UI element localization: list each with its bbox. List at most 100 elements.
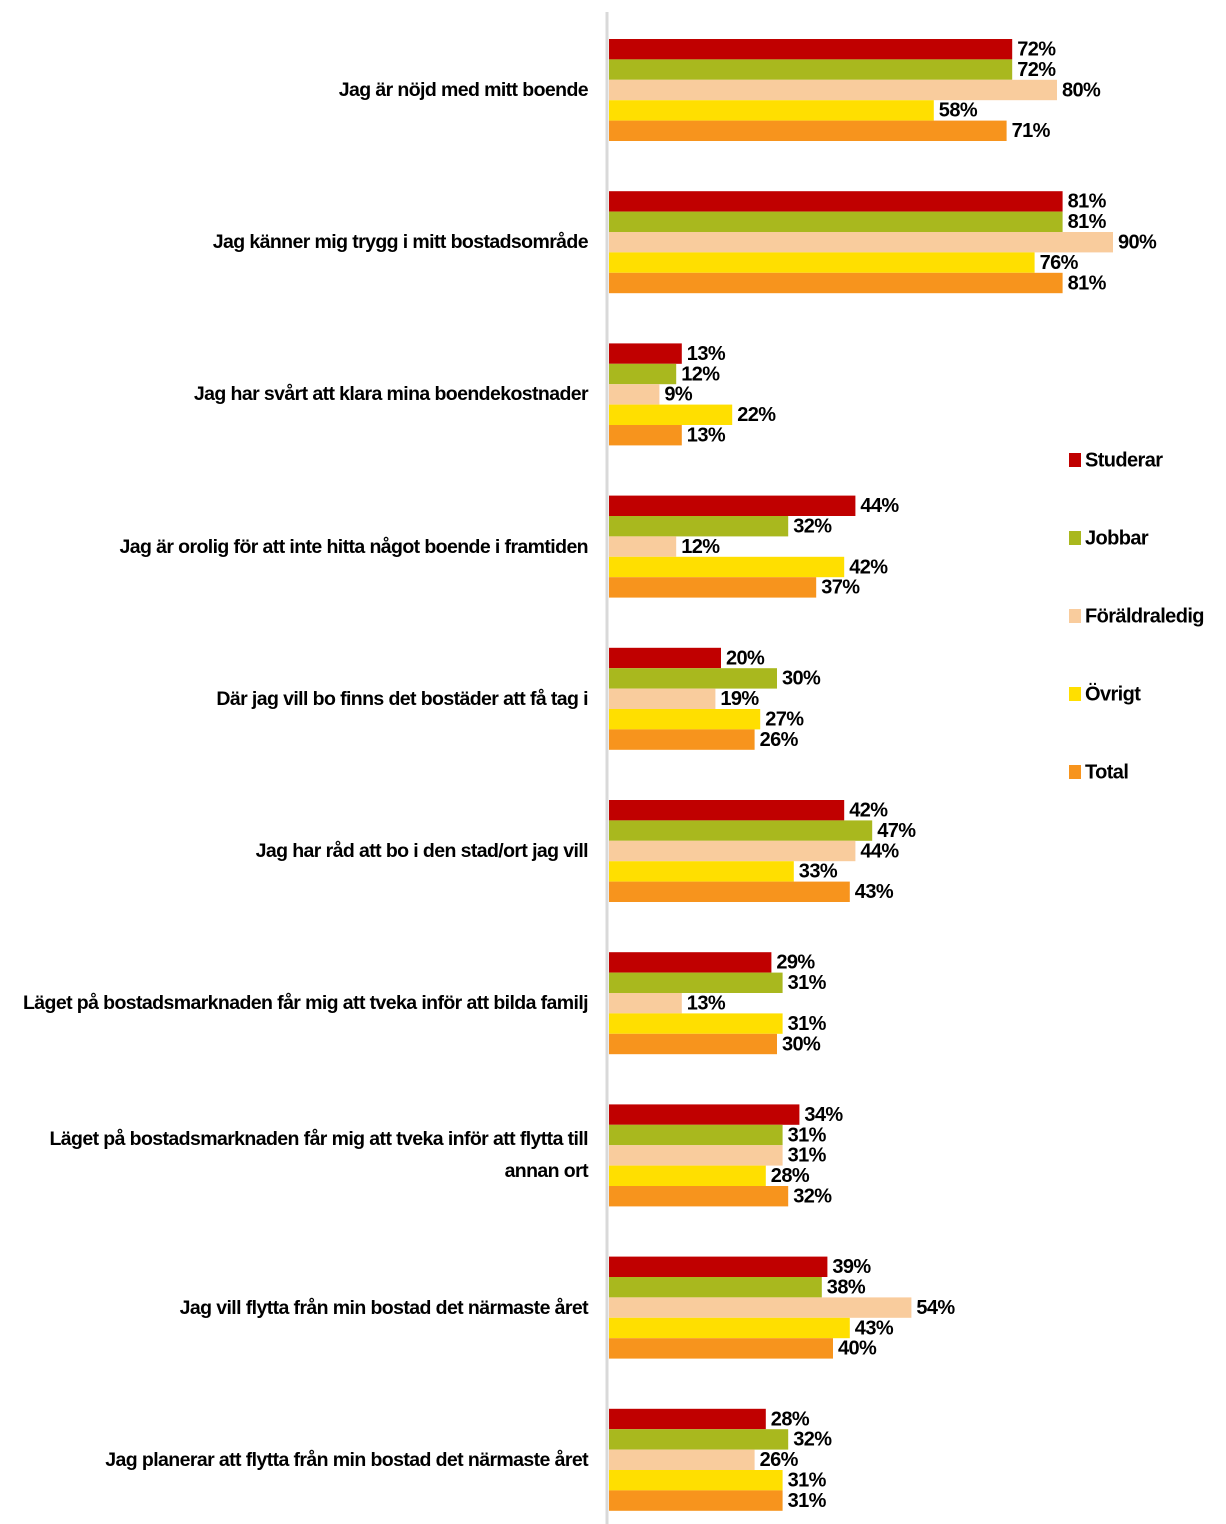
value-label: 58% <box>939 100 978 122</box>
legend-swatch <box>1069 765 1081 779</box>
value-label: 43% <box>855 881 894 903</box>
value-label: 22% <box>737 404 776 426</box>
value-label: 33% <box>799 861 838 883</box>
bar <box>609 39 1013 60</box>
value-label: 81% <box>1068 211 1107 233</box>
bar <box>609 800 845 821</box>
value-label: 80% <box>1062 79 1101 101</box>
value-label: 31% <box>788 1469 827 1491</box>
bar <box>609 993 682 1014</box>
legend-swatch <box>1069 687 1081 701</box>
bar <box>609 972 783 993</box>
bar <box>609 425 682 446</box>
bar <box>609 120 1007 141</box>
bar <box>609 881 850 902</box>
value-label: 38% <box>827 1276 866 1298</box>
value-label: 13% <box>687 343 726 365</box>
bar <box>609 536 677 557</box>
bar <box>609 1449 755 1470</box>
bar <box>609 556 845 578</box>
category-label: Jag vill flytta från min bostad det närm… <box>179 1296 589 1319</box>
value-label: 27% <box>765 708 804 730</box>
bar <box>609 1277 822 1298</box>
category-label: Läget på bostadsmarknaden får mig att tv… <box>49 1128 588 1183</box>
value-label: 31% <box>788 972 827 994</box>
bar <box>609 232 1113 253</box>
bar <box>609 840 856 862</box>
bar <box>609 861 794 882</box>
value-label: 12% <box>681 536 720 558</box>
category-label: Där jag vill bo finns det bostäder att f… <box>216 687 588 710</box>
value-label: 37% <box>821 577 860 599</box>
value-label: 90% <box>1118 231 1157 253</box>
legend-label: Total <box>1085 761 1128 783</box>
bar <box>609 79 1057 101</box>
value-label: 32% <box>793 1429 832 1451</box>
value-label: 34% <box>804 1104 843 1126</box>
bar <box>609 191 1063 212</box>
value-label: 42% <box>849 556 888 578</box>
value-label: 32% <box>793 515 832 537</box>
value-label: 13% <box>687 424 726 446</box>
bar <box>609 1429 789 1450</box>
bar <box>609 577 817 598</box>
bar <box>609 820 873 841</box>
bar <box>609 495 856 516</box>
bar <box>609 516 789 537</box>
value-label: 30% <box>782 1033 821 1055</box>
legend-label: Föräldraledig <box>1085 605 1204 627</box>
bar <box>609 647 721 669</box>
value-label: 44% <box>860 495 899 517</box>
legend-label: Jobbar <box>1085 527 1149 549</box>
category-label: Jag är nöjd med mitt boende <box>338 79 589 101</box>
bar <box>609 59 1013 80</box>
bar <box>609 952 772 973</box>
value-label: 81% <box>1068 191 1107 213</box>
value-label: 12% <box>681 363 720 385</box>
value-label: 26% <box>760 1449 799 1471</box>
value-label: 31% <box>788 1145 827 1167</box>
bar <box>609 1013 783 1034</box>
value-label: 30% <box>782 668 821 690</box>
value-label: 26% <box>760 729 799 751</box>
bar <box>609 1317 850 1339</box>
bar <box>609 100 934 121</box>
bar <box>609 211 1063 232</box>
bar <box>609 668 777 689</box>
value-label: 28% <box>771 1165 810 1187</box>
bar <box>609 688 716 709</box>
bar <box>609 1338 833 1359</box>
bar <box>609 343 682 364</box>
bar <box>609 384 660 405</box>
value-label: 31% <box>788 1124 827 1146</box>
value-label: 54% <box>916 1297 955 1319</box>
value-label: 72% <box>1017 59 1056 81</box>
value-label: 39% <box>832 1256 871 1278</box>
value-label: 47% <box>877 820 916 842</box>
legend-swatch <box>1069 609 1081 623</box>
value-label: 44% <box>860 840 899 862</box>
value-label: 31% <box>788 1013 827 1035</box>
bar <box>609 1145 783 1166</box>
bar <box>609 252 1035 273</box>
value-label: 71% <box>1012 120 1051 142</box>
bar <box>609 1470 783 1491</box>
bar <box>609 1256 828 1277</box>
category-label: Jag planerar att flytta från min bostad … <box>105 1448 588 1471</box>
bar <box>609 363 677 385</box>
value-label: 29% <box>776 952 815 974</box>
value-label: 81% <box>1068 272 1107 294</box>
bar <box>609 1033 777 1055</box>
legend-label: Studerar <box>1085 449 1163 471</box>
bar <box>609 1490 783 1511</box>
category-label: Jag har svårt att klara mina boendekostn… <box>193 383 589 406</box>
category-label: Jag är orolig för att inte hitta något b… <box>119 535 589 558</box>
category-label: Jag har råd att bo i den stad/ort jag vi… <box>255 840 589 862</box>
value-label: 40% <box>838 1338 877 1360</box>
value-label: 13% <box>687 992 726 1014</box>
bar <box>609 1165 766 1186</box>
bar <box>609 404 733 425</box>
category-label: Jag känner mig trygg i mitt bostadsområd… <box>212 231 589 254</box>
